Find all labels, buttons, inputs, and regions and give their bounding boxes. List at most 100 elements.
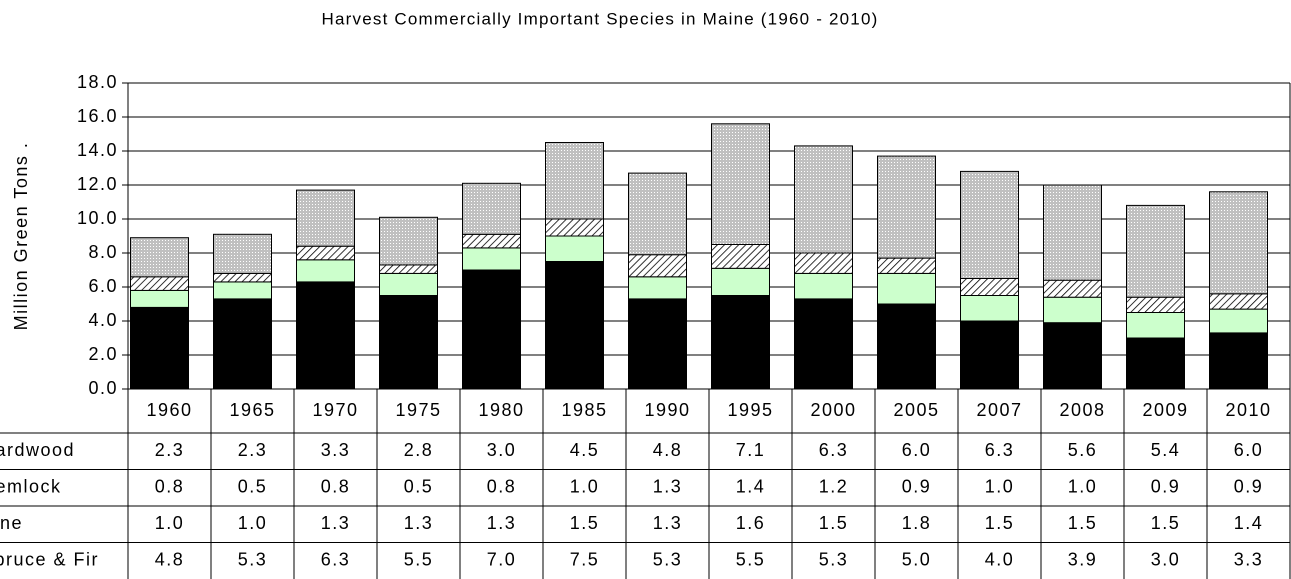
bar-segment [628,254,687,278]
bar-segment [711,123,770,245]
bar-segment [711,244,770,269]
table-value: 5.5 [404,550,434,570]
bar-segment [213,272,272,283]
table-value: 0.8 [155,477,185,497]
x-tick-label: 2007 [976,400,1022,420]
table-value: 5.5 [736,550,766,570]
table-value: 1.0 [985,477,1015,497]
table-value: 1.3 [404,513,434,533]
bar-segment [213,281,272,300]
bar-segment [213,233,272,274]
bar-segment [628,172,687,256]
x-tick-label: 2000 [810,400,856,420]
bar-segment [379,264,438,274]
bar-segment [462,269,521,390]
table-value: 1.5 [985,513,1015,533]
bar-segment [1209,308,1268,334]
bar-segment [960,320,1019,390]
bar-segment [130,276,189,291]
table-value: 4.0 [985,550,1015,570]
table-value: 3.3 [1234,550,1264,570]
bar-segment [628,298,687,390]
bar-segment [379,295,438,390]
bar-segment [794,252,853,274]
table-value: 1.3 [487,513,517,533]
table-value: 0.8 [321,477,351,497]
table-value: 3.3 [321,440,351,460]
y-tick-label: 0.0 [88,378,118,398]
table-value: 3.9 [1068,550,1098,570]
bar-segment [960,278,1019,296]
bar-segment [877,272,936,305]
table-value: 5.4 [1151,440,1181,460]
bar-segment [960,295,1019,322]
table-value: 1.5 [819,513,849,533]
x-tick-label: 2005 [893,400,939,420]
bar-segment [545,142,604,220]
bar-segment [213,298,272,390]
bar-segment [1043,184,1102,281]
x-tick-label: 1985 [561,400,607,420]
bar-segment [628,276,687,300]
y-tick-label: 8.0 [88,242,118,262]
table-value: 0.5 [238,477,268,497]
table-value: 7.1 [736,440,766,460]
table-value: 6.3 [321,550,351,570]
y-tick-label: 4.0 [88,310,118,330]
bar-segment [545,261,604,390]
y-tick-label: 18.0 [77,72,118,92]
bar-segment [1126,337,1185,390]
bar-segment [794,145,853,254]
table-value: 1.0 [1068,477,1098,497]
table-value: 1.0 [155,513,185,533]
table-value: 5.6 [1068,440,1098,460]
bar-segment [794,298,853,390]
bar-segment [877,155,936,259]
bar-segment [379,216,438,266]
table-value: 4.5 [570,440,600,460]
table-value: 6.3 [819,440,849,460]
table-value: 1.5 [1151,513,1181,533]
bar-segment [1043,322,1102,390]
table-value: 1.4 [736,477,766,497]
bar-segment [296,281,355,390]
bar-segment [1126,296,1185,314]
table-value: 1.5 [1068,513,1098,533]
legend-label: Hemlock [0,477,62,497]
table-value: 0.9 [1234,477,1264,497]
table-value: 3.0 [1151,550,1181,570]
y-tick-label: 2.0 [88,344,118,364]
y-tick-label: 12.0 [77,174,118,194]
table-value: 1.0 [570,477,600,497]
x-tick-label: 1965 [229,400,275,420]
bar-segment [1043,279,1102,298]
table-value: 6.0 [902,440,932,460]
bar-segment [296,245,355,261]
bar-segment [1209,332,1268,390]
table-value: 1.5 [570,513,600,533]
bar-segment [960,170,1019,279]
table-value: 0.8 [487,477,517,497]
bar-segment [379,272,438,296]
table-value: 1.6 [736,513,766,533]
bar-segment [1209,191,1268,295]
table-value: 2.3 [238,440,268,460]
y-tick-label: 10.0 [77,208,118,228]
table-value: 1.4 [1234,513,1264,533]
table-value: 7.0 [487,550,517,570]
table-value: 4.8 [155,550,185,570]
x-tick-label: 2008 [1059,400,1105,420]
y-tick-label: 16.0 [77,106,118,126]
bar-segment [130,289,189,308]
x-tick-label: 1995 [727,400,773,420]
bar-segment [1043,296,1102,324]
table-value: 1.3 [321,513,351,533]
bar-segment [1126,204,1185,298]
x-tick-label: 2010 [1225,400,1271,420]
y-tick-label: 6.0 [88,276,118,296]
bar-segment [794,272,853,300]
bar-segment [1209,293,1268,310]
bar-segment [545,218,604,237]
table-value: 5.3 [238,550,268,570]
